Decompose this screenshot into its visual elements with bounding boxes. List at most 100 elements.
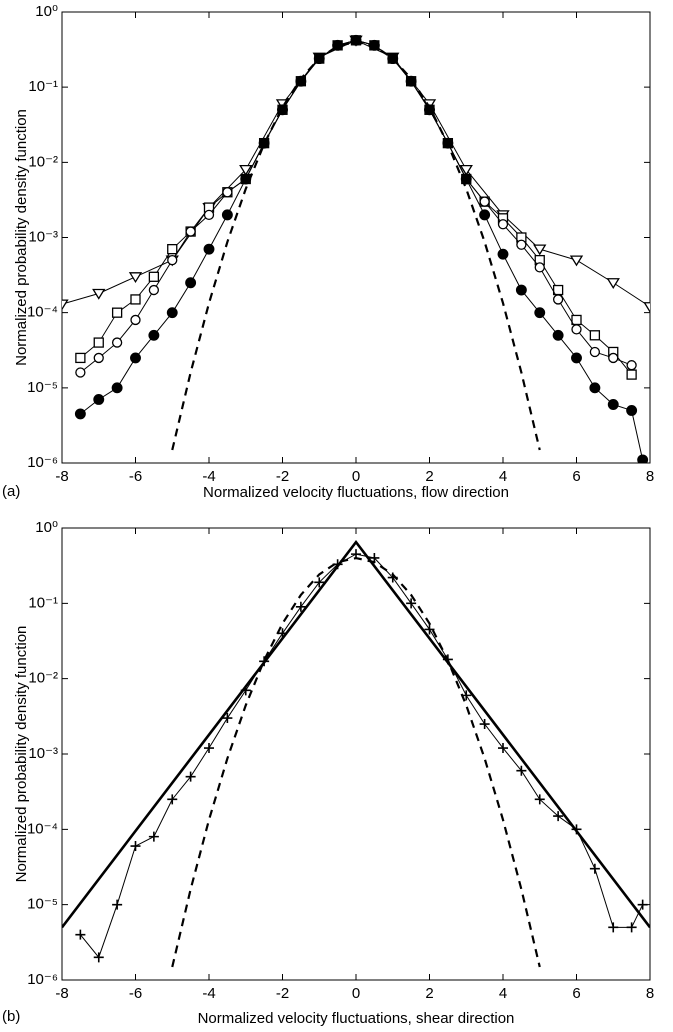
y-tick-label: 10⁻⁶ — [27, 971, 58, 988]
x-tick-label: -4 — [202, 985, 215, 1002]
plus-marker — [185, 771, 196, 782]
series — [62, 35, 650, 313]
y-axis-label: Normalized probability density function — [13, 626, 30, 883]
triangle-marker — [643, 302, 650, 313]
plus-marker — [553, 811, 564, 822]
plus-marker — [406, 598, 417, 609]
circle-marker — [130, 314, 141, 326]
circle-marker — [534, 262, 545, 273]
plus-marker — [167, 794, 178, 805]
x-tick-label: -8 — [55, 985, 68, 1002]
series-line — [171, 40, 541, 451]
triangle-marker — [239, 164, 253, 176]
plus-marker — [112, 899, 123, 910]
plus-marker — [93, 952, 104, 963]
series — [171, 556, 541, 968]
x-tick-label: 8 — [646, 468, 654, 485]
square-marker — [75, 352, 86, 364]
star-marker — [571, 352, 582, 364]
plus-marker — [75, 929, 86, 940]
square-marker — [167, 243, 178, 255]
x-tick-label: 4 — [499, 468, 507, 485]
y-tick-label: 10⁰ — [35, 3, 58, 20]
square-marker — [93, 337, 104, 348]
circle-marker — [497, 219, 509, 230]
x-tick-label: 2 — [425, 468, 433, 485]
circle-marker — [516, 239, 527, 250]
plus-marker — [608, 922, 619, 933]
circle-marker — [148, 284, 160, 296]
triangle-marker — [92, 288, 106, 300]
plus-marker — [498, 743, 508, 754]
star-marker — [221, 209, 233, 221]
star-marker — [185, 277, 197, 289]
series — [75, 549, 648, 963]
plus-marker — [479, 719, 490, 730]
plus-marker — [516, 765, 527, 776]
panel-label: (b) — [2, 1008, 20, 1025]
star-marker — [497, 248, 509, 260]
star-marker — [607, 399, 619, 410]
y-tick-label: 10⁻² — [28, 670, 58, 687]
plus-marker — [314, 577, 325, 588]
square-marker — [626, 369, 637, 380]
x-tick-label: 0 — [352, 468, 360, 485]
plus-marker — [534, 794, 545, 805]
triangle-marker — [62, 299, 69, 311]
circle-marker — [571, 324, 582, 335]
triangle-marker — [606, 278, 620, 290]
x-tick-label: -6 — [129, 985, 142, 1002]
star-marker — [534, 307, 546, 319]
circle-marker — [626, 360, 637, 371]
triangle-marker — [569, 255, 584, 267]
x-tick-label: -2 — [276, 985, 289, 1002]
square-marker — [589, 330, 601, 341]
circle-marker — [93, 352, 104, 364]
circle-marker — [167, 254, 178, 266]
circle-marker — [608, 352, 619, 364]
series-line — [79, 553, 644, 959]
y-axis-label: Normalized probability density function — [13, 109, 30, 366]
x-tick-label: -8 — [55, 468, 68, 485]
x-tick-label: -4 — [202, 468, 215, 485]
x-tick-label: 2 — [425, 985, 433, 1002]
y-tick-label: 10⁻¹ — [28, 594, 58, 611]
series — [62, 539, 650, 929]
x-tick-label: -6 — [129, 468, 142, 485]
star-marker — [637, 454, 649, 463]
star-marker — [166, 307, 178, 319]
star-marker — [626, 405, 638, 416]
series-line — [62, 539, 650, 929]
x-tick-label: -2 — [276, 468, 289, 485]
star-marker — [93, 394, 105, 405]
plus-marker — [424, 624, 435, 635]
square-marker — [148, 271, 160, 282]
plus-marker — [148, 831, 159, 842]
star-marker — [589, 382, 601, 394]
series-line — [80, 39, 632, 373]
circle-marker — [203, 209, 215, 221]
triangle-marker — [459, 164, 473, 176]
x-tick-label: 0 — [352, 985, 360, 1002]
plus-marker — [589, 863, 600, 874]
star-marker — [130, 352, 141, 364]
star-marker — [479, 209, 491, 221]
x-axis-label: Normalized velocity fluctuations, flow d… — [203, 484, 509, 501]
triangle-marker — [128, 272, 143, 284]
square-marker — [111, 307, 123, 318]
circle-marker — [185, 226, 196, 237]
star-marker — [74, 408, 86, 420]
y-tick-label: 10⁰ — [35, 519, 58, 536]
plus-marker — [626, 922, 637, 933]
series-line — [80, 39, 644, 460]
x-tick-label: 6 — [572, 468, 580, 485]
circle-marker — [479, 196, 490, 207]
y-tick-label: 10⁻⁴ — [27, 820, 58, 837]
series — [75, 35, 637, 378]
series-line — [171, 556, 541, 968]
plus-marker — [637, 899, 648, 910]
plus-marker — [295, 601, 306, 612]
star-marker — [295, 75, 307, 87]
circle-marker — [552, 294, 564, 305]
